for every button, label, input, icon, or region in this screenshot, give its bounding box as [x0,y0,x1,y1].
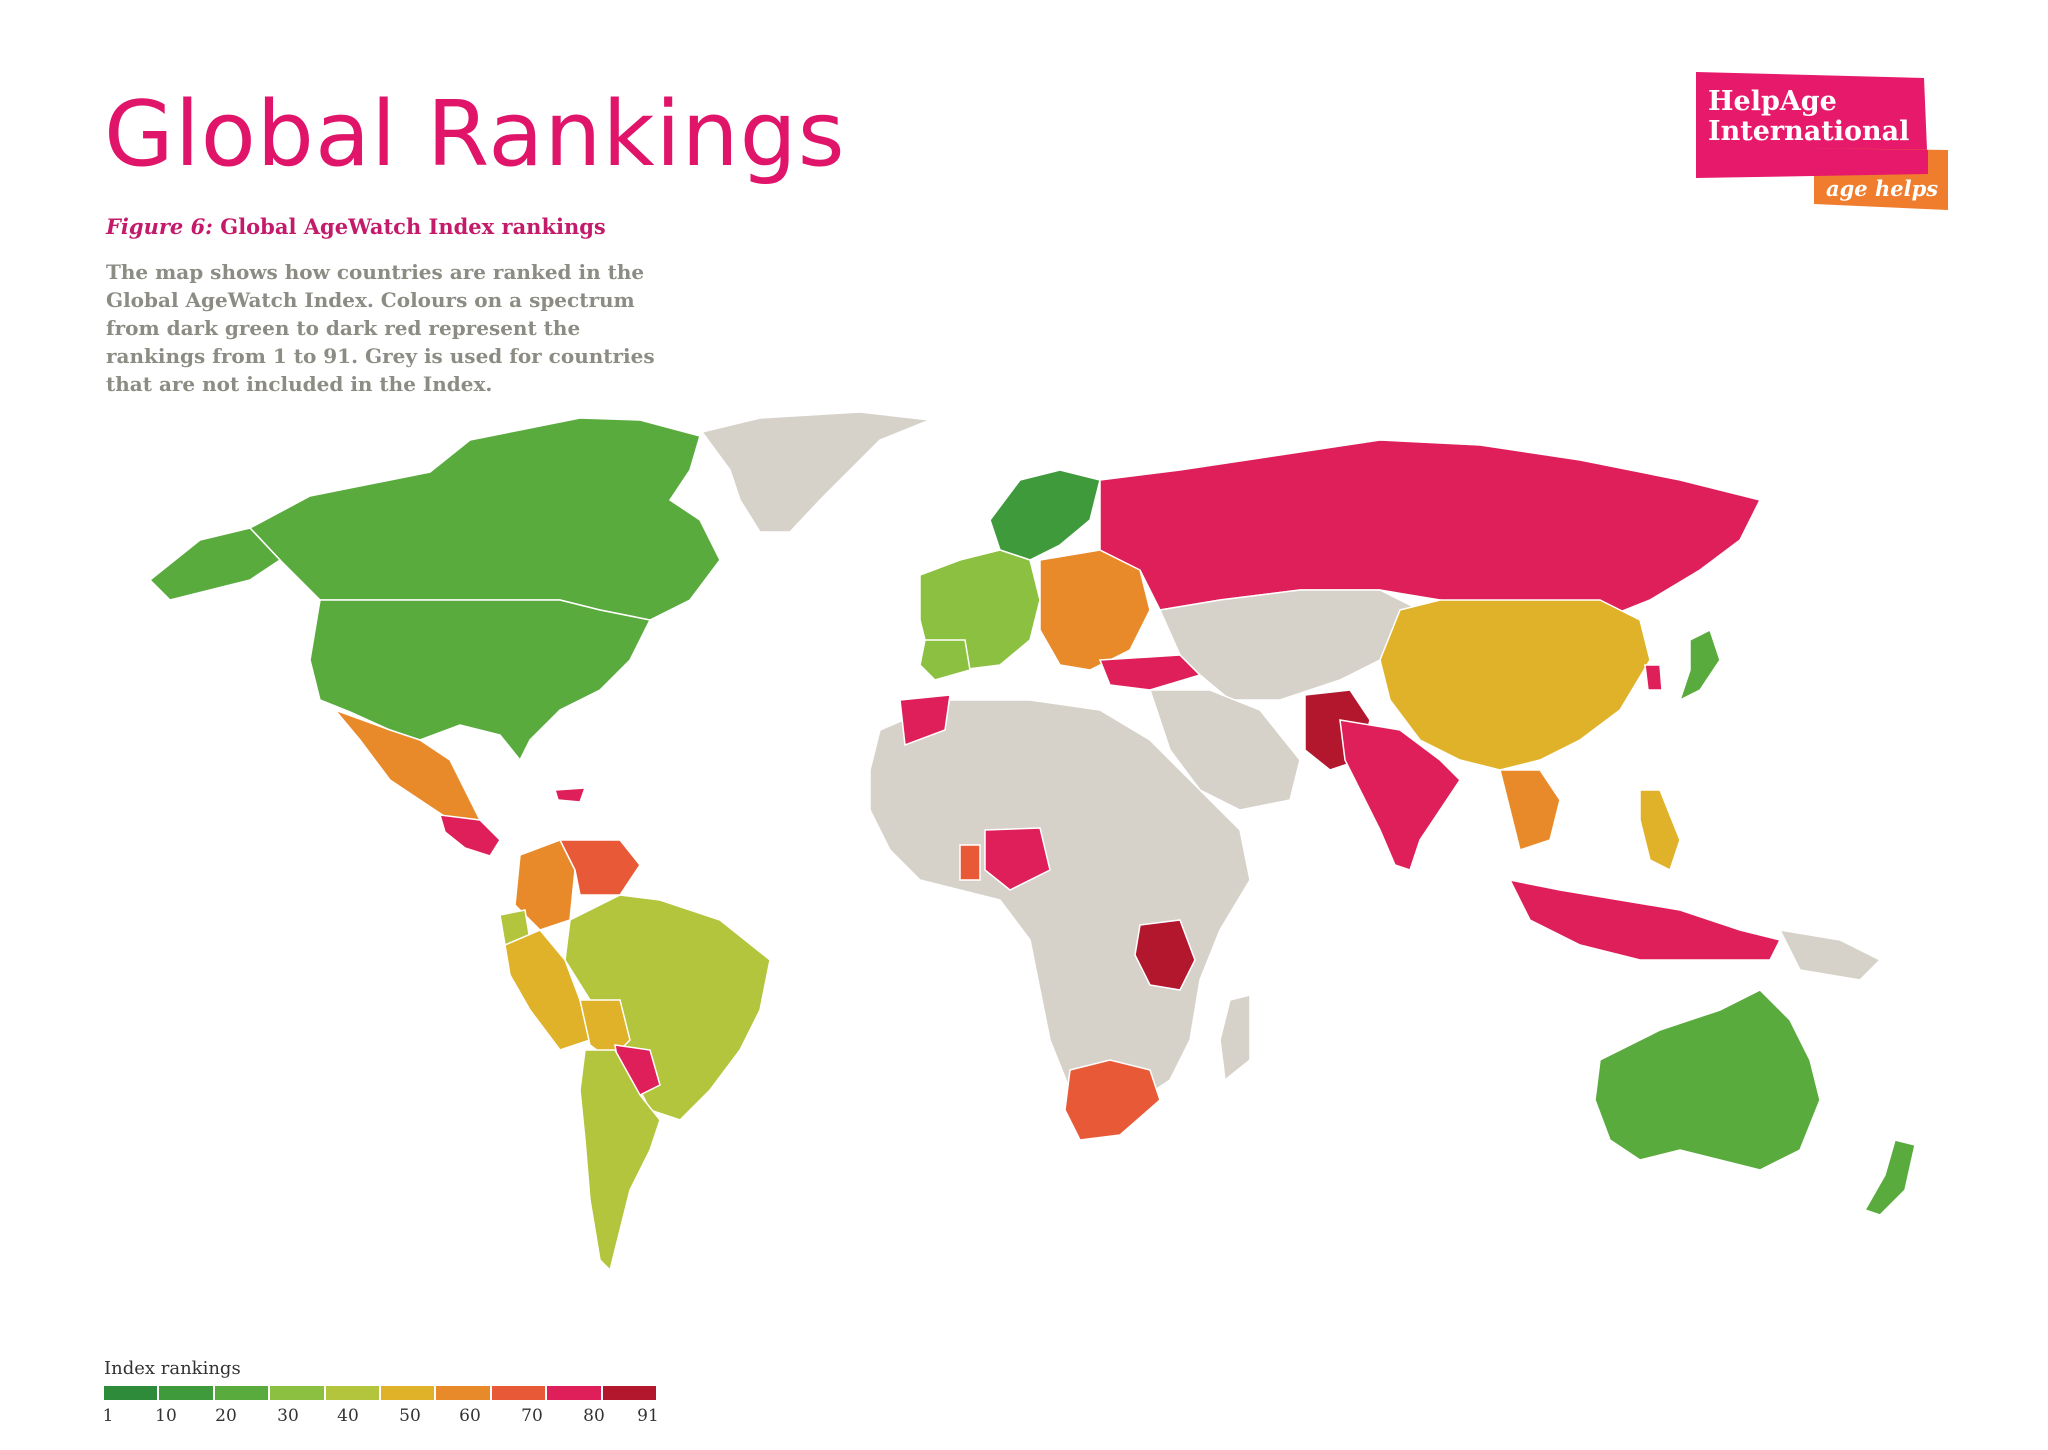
legend-title: Index rankings [104,1358,241,1379]
map-region [1863,1139,1916,1216]
map-region [1778,929,1882,981]
map-region [1099,439,1762,621]
map-region [1158,589,1422,701]
map-region [1039,549,1151,671]
map-region [248,417,721,621]
helpage-logo: HelpAge International age helps [1696,72,1948,210]
map-region [1148,689,1301,811]
legend-tick: 50 [399,1406,421,1426]
legend-swatch [325,1386,382,1400]
map-region [1098,654,1202,691]
legend-tick: 80 [583,1406,605,1426]
legend-swatch [159,1386,215,1400]
map-region [899,694,951,747]
legend-swatch [381,1386,437,1400]
page-title: Global Rankings [104,82,846,187]
legend-swatch [214,1386,271,1400]
legend-color-bar [104,1386,657,1400]
map-region [1134,919,1196,991]
logo-line1: HelpAge [1708,86,1837,117]
figure-title: Global AgeWatch Index rankings [220,214,606,239]
legend-swatch [270,1386,326,1400]
legend-tick: 10 [155,1406,177,1426]
legend-tick: 60 [459,1406,481,1426]
legend-swatch [602,1386,657,1400]
map-region [1499,769,1561,851]
map-region [1508,878,1782,961]
map-region [700,411,931,533]
map-region [959,844,981,881]
map-region [1644,664,1663,691]
map-region [1639,789,1681,872]
legend-tick: 91 [637,1406,659,1426]
map-region [309,599,652,762]
map-region [554,787,587,803]
map-region [1594,989,1821,1171]
map-region [148,527,282,601]
map-region [1379,599,1651,771]
legend-tick: 30 [277,1406,299,1426]
legend-tick: 1 [102,1406,114,1426]
figure-description: The map shows how countries are ranked i… [106,260,655,396]
legend-swatch [436,1386,492,1400]
figure-caption: Figure 6: Global AgeWatch Index rankings [106,214,606,239]
legend-tick: 20 [215,1406,237,1426]
legend-swatch [547,1386,603,1400]
map-region [579,1049,661,1272]
map-region [1339,719,1461,871]
legend-ticks: 1 10 20 30 40 50 60 70 80 91 [102,1406,664,1426]
legend-tick: 70 [521,1406,543,1426]
figure-label: Figure 6: [106,214,213,239]
legend-swatch [491,1386,548,1400]
map-region [1678,628,1721,702]
map-region [438,814,501,857]
map-region [989,469,1101,561]
map-region [984,827,1051,891]
legend-tick: 40 [337,1406,359,1426]
map-region [919,639,971,681]
logo-tagline: age helps [1826,176,1938,201]
map-region [1064,1059,1161,1141]
logo-line2: International [1708,116,1909,147]
legend-swatch [104,1386,160,1400]
map-region [1219,994,1251,1082]
